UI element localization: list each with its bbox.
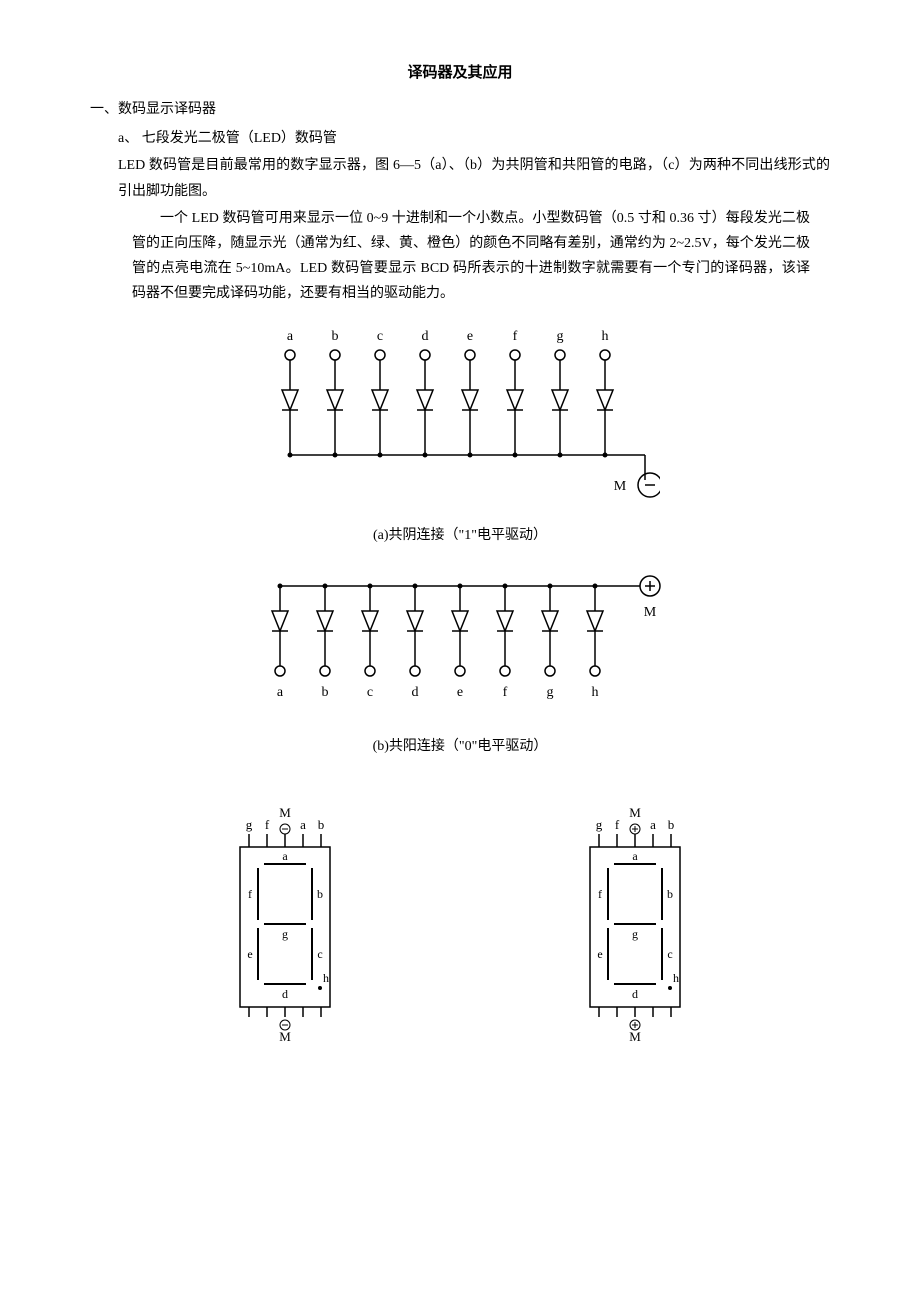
svg-text:b: b	[667, 887, 673, 901]
svg-text:f: f	[615, 817, 620, 832]
paragraph-2: 一个 LED 数码管可用来显示一位 0~9 十进制和一个小数点。小型数码管（0.…	[132, 206, 810, 307]
svg-text:b: b	[332, 329, 339, 344]
svg-text:a: a	[277, 685, 284, 700]
pinout-right-svg: gfMabafbgecdhM	[550, 789, 720, 1049]
svg-text:g: g	[596, 817, 603, 832]
svg-text:f: f	[248, 887, 252, 901]
svg-text:g: g	[547, 685, 554, 700]
svg-text:M: M	[614, 479, 627, 494]
svg-text:c: c	[367, 685, 373, 700]
svg-text:e: e	[457, 685, 463, 700]
paragraph-1: LED 数码管是目前最常用的数字显示器，图 6—5（a）、（b）为共阴管和共阳管…	[118, 153, 830, 203]
svg-text:a: a	[282, 849, 288, 863]
figure-a-block: a b c d e f g h M	[90, 325, 830, 505]
svg-text:h: h	[673, 971, 679, 985]
svg-text:c: c	[317, 947, 322, 961]
svg-text:b: b	[318, 817, 325, 832]
svg-text:g: g	[632, 927, 638, 941]
svg-text:d: d	[412, 685, 419, 700]
svg-text:g: g	[557, 329, 564, 344]
svg-text:a: a	[650, 817, 656, 832]
svg-text:c: c	[667, 947, 672, 961]
svg-text:h: h	[592, 685, 599, 700]
caption-b: (b)共阳连接（"0"电平驱动）	[90, 734, 830, 759]
svg-text:M: M	[279, 805, 291, 820]
svg-text:a: a	[632, 849, 638, 863]
svg-text:f: f	[513, 329, 518, 344]
svg-text:M: M	[629, 805, 641, 820]
svg-text:b: b	[317, 887, 323, 901]
figure-b-block: Ma b c d e f g h	[90, 566, 830, 716]
svg-text:c: c	[377, 329, 383, 344]
figure-b-svg: Ma b c d e f g h	[250, 566, 670, 716]
svg-text:M: M	[279, 1029, 291, 1044]
figure-a-svg: a b c d e f g h M	[260, 325, 660, 505]
svg-text:e: e	[467, 329, 473, 344]
document-title: 译码器及其应用	[90, 60, 830, 87]
svg-text:e: e	[247, 947, 252, 961]
subheading-a: a、 七段发光二极管（LED）数码管	[118, 126, 830, 151]
svg-text:M: M	[629, 1029, 641, 1044]
svg-text:M: M	[644, 605, 657, 620]
svg-text:e: e	[597, 947, 602, 961]
svg-text:b: b	[322, 685, 329, 700]
pinout-row: gfMabafbgecdhM gfMabafbgecdhM	[90, 789, 830, 1049]
svg-text:f: f	[503, 685, 508, 700]
svg-text:f: f	[598, 887, 602, 901]
section-1-heading: 一、数码显示译码器	[90, 97, 830, 122]
svg-text:h: h	[323, 971, 329, 985]
svg-text:b: b	[668, 817, 675, 832]
svg-text:a: a	[300, 817, 306, 832]
svg-text:d: d	[632, 987, 638, 1001]
svg-text:h: h	[602, 329, 609, 344]
svg-text:d: d	[282, 987, 288, 1001]
svg-text:g: g	[246, 817, 253, 832]
caption-a: (a)共阴连接（"1"电平驱动）	[90, 523, 830, 548]
svg-text:d: d	[422, 329, 429, 344]
pinout-left-svg: gfMabafbgecdhM	[200, 789, 370, 1049]
svg-text:a: a	[287, 329, 294, 344]
svg-text:g: g	[282, 927, 288, 941]
svg-text:f: f	[265, 817, 270, 832]
